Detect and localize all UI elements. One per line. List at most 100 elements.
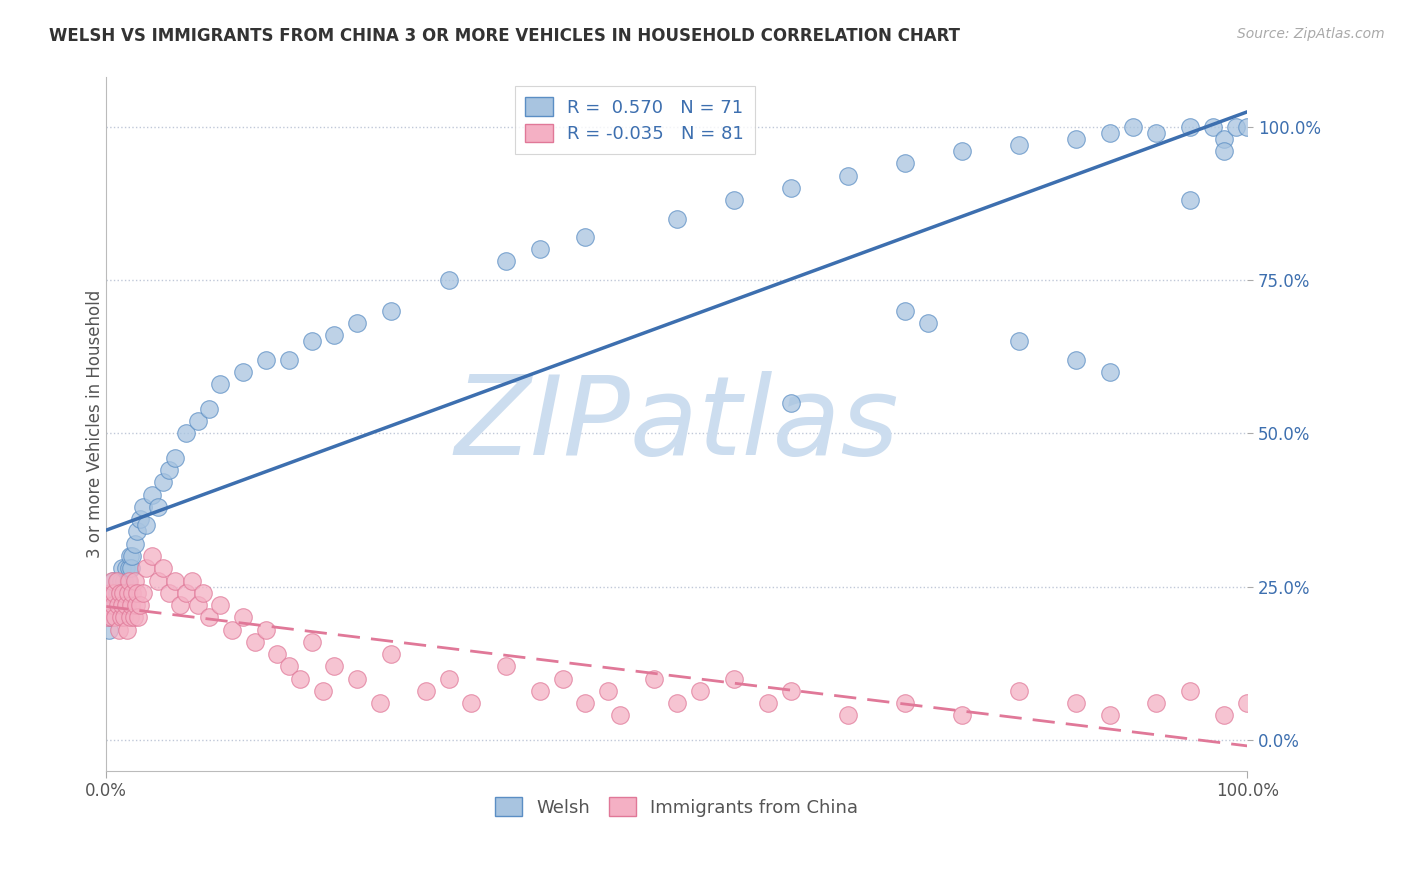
Point [1099,126,1122,140]
Point [98,610,121,624]
Text: WELSH VS IMMIGRANTS FROM CHINA 3 OR MORE VEHICLES IN HOUSEHOLD CORRELATION CHART: WELSH VS IMMIGRANTS FROM CHINA 3 OR MORE… [49,27,960,45]
Point [894,156,917,170]
Text: ZIPatlas: ZIPatlas [454,370,898,477]
Point [290,672,312,686]
Point [1236,696,1258,710]
Point [174,426,197,441]
Point [1064,352,1087,367]
Point [121,586,143,600]
Point [598,684,620,698]
Point [1213,132,1236,146]
Point [107,598,129,612]
Point [232,365,254,379]
Point [117,574,139,588]
Point [665,211,688,226]
Point [112,586,135,600]
Point [380,303,402,318]
Point [243,635,266,649]
Point [254,352,277,367]
Point [1064,132,1087,146]
Point [609,708,631,723]
Text: Source: ZipAtlas.com: Source: ZipAtlas.com [1237,27,1385,41]
Point [495,254,517,268]
Point [135,518,157,533]
Point [110,610,132,624]
Point [1213,708,1236,723]
Point [129,598,152,612]
Point [101,586,124,600]
Point [111,598,134,612]
Point [837,708,859,723]
Point [98,586,121,600]
Point [157,586,180,600]
Point [1122,120,1144,134]
Point [120,598,142,612]
Point [101,598,124,612]
Point [779,395,801,409]
Point [141,488,163,502]
Point [107,623,129,637]
Point [323,659,346,673]
Legend: Welsh, Immigrants from China: Welsh, Immigrants from China [488,790,866,824]
Point [551,672,574,686]
Point [146,574,169,588]
Point [1180,120,1202,134]
Point [312,684,335,698]
Point [104,610,127,624]
Point [118,561,141,575]
Point [1099,365,1122,379]
Point [950,708,973,723]
Point [209,598,232,612]
Point [1008,137,1031,152]
Point [1180,193,1202,207]
Point [108,586,131,600]
Point [894,696,917,710]
Point [1213,144,1236,158]
Point [121,549,143,563]
Point [111,561,134,575]
Point [495,659,517,673]
Point [1236,120,1258,134]
Point [254,623,277,637]
Point [132,586,155,600]
Point [643,672,665,686]
Point [97,598,120,612]
Point [125,586,148,600]
Point [1225,120,1247,134]
Point [101,574,124,588]
Point [756,696,779,710]
Point [574,230,596,244]
Point [120,549,142,563]
Y-axis label: 3 or more Vehicles in Household: 3 or more Vehicles in Household [86,290,104,558]
Point [380,647,402,661]
Point [122,610,145,624]
Point [100,598,122,612]
Point [193,586,215,600]
Point [894,303,917,318]
Point [779,181,801,195]
Point [174,586,197,600]
Point [221,623,243,637]
Point [117,586,139,600]
Point [103,586,125,600]
Point [104,598,127,612]
Point [132,500,155,514]
Point [437,273,460,287]
Point [323,328,346,343]
Point [110,574,132,588]
Point [665,696,688,710]
Point [186,598,208,612]
Point [129,512,152,526]
Point [1064,696,1087,710]
Point [163,574,186,588]
Point [723,193,745,207]
Point [101,574,124,588]
Point [97,623,120,637]
Point [135,561,157,575]
Point [198,401,221,416]
Point [689,684,711,698]
Point [152,475,174,490]
Point [346,672,368,686]
Point [114,561,136,575]
Point [107,598,129,612]
